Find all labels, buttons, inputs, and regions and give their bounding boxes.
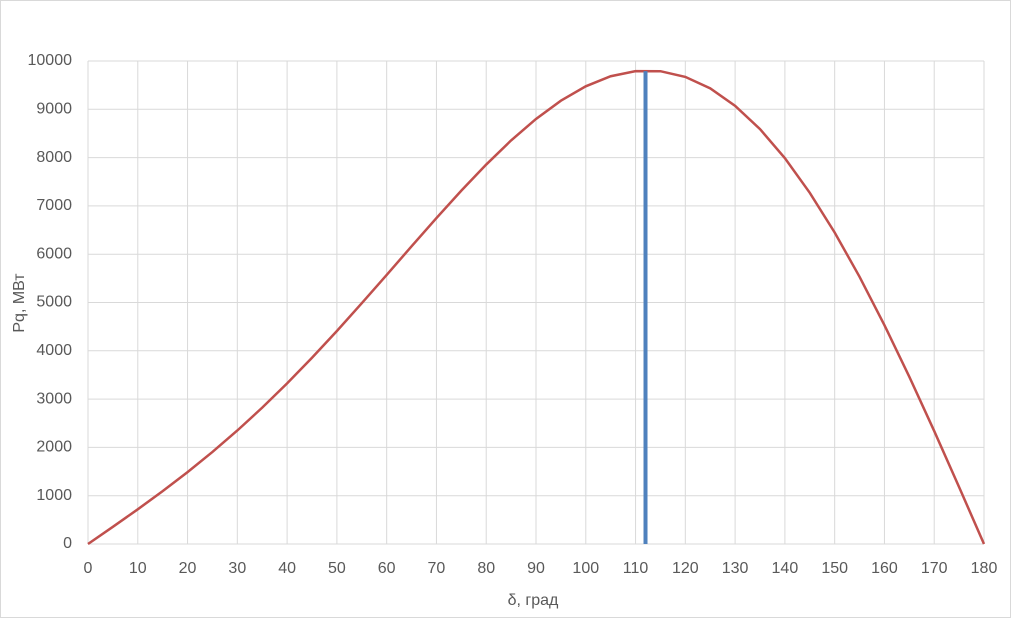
x-tick-label: 120 xyxy=(672,560,699,577)
x-tick-label: 0 xyxy=(84,560,93,577)
x-tick-label: 110 xyxy=(623,560,649,577)
y-tick-label: 4000 xyxy=(36,342,72,359)
x-tick-label: 20 xyxy=(179,560,197,577)
x-tick-label: 30 xyxy=(228,560,246,577)
x-tick-label: 170 xyxy=(921,560,948,577)
x-tick-label: 100 xyxy=(572,560,599,577)
x-tick-label: 130 xyxy=(722,560,749,577)
x-tick-label: 150 xyxy=(821,560,848,577)
x-tick-label: 90 xyxy=(527,560,545,577)
x-tick-label: 180 xyxy=(971,560,998,577)
x-tick-label: 80 xyxy=(477,560,495,577)
x-tick-label: 70 xyxy=(428,560,446,577)
x-axis-label: δ, град xyxy=(508,592,559,609)
y-tick-label: 10000 xyxy=(28,52,73,69)
y-tick-label: 0 xyxy=(63,535,72,552)
y-axis-label: Pq, МВт xyxy=(11,273,28,333)
x-tick-label: 160 xyxy=(871,560,898,577)
y-tick-label: 7000 xyxy=(36,197,72,214)
x-tick-label: 50 xyxy=(328,560,346,577)
data-line xyxy=(87,69,986,546)
y-tick-label: 1000 xyxy=(36,487,72,504)
y-tick-label: 6000 xyxy=(36,245,72,262)
y-tick-label: 3000 xyxy=(36,390,72,407)
x-tick-label: 140 xyxy=(772,560,799,577)
y-tick-label: 9000 xyxy=(36,101,72,118)
y-tick-label: 2000 xyxy=(36,439,72,456)
y-tick-label: 5000 xyxy=(36,294,72,311)
x-tick-label: 60 xyxy=(378,560,396,577)
x-tick-label: 40 xyxy=(278,560,296,577)
y-tick-label: 8000 xyxy=(36,149,72,166)
x-tick-label: 10 xyxy=(129,560,147,577)
